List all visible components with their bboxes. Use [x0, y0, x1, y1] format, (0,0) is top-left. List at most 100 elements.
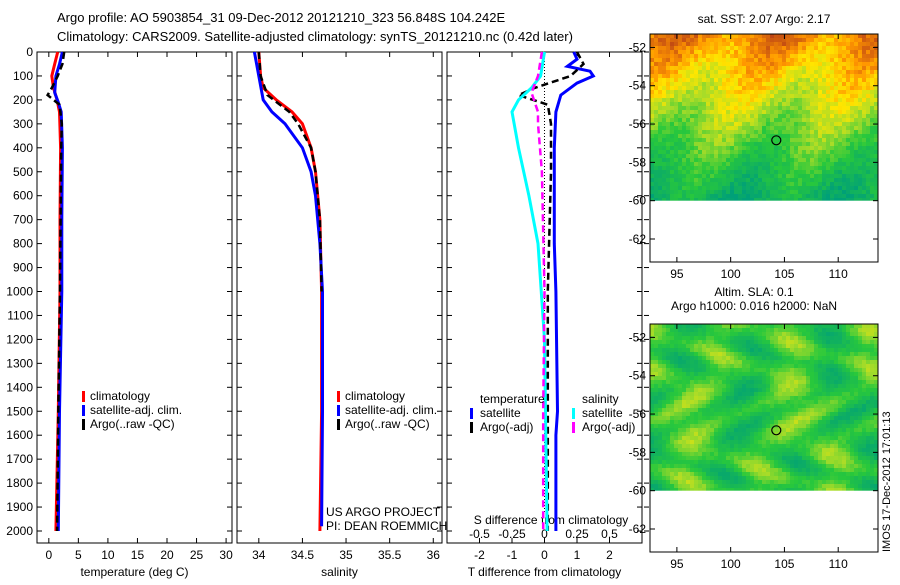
- map-cell: [766, 94, 770, 98]
- map-cell: [826, 102, 830, 106]
- map-cell: [874, 348, 878, 352]
- map-cell: [838, 368, 842, 372]
- depth-tick-label: 0: [26, 45, 33, 59]
- map-cell: [798, 340, 802, 344]
- map-cell: [794, 150, 798, 154]
- map-cell: [714, 324, 718, 328]
- map-cell: [690, 388, 694, 392]
- map-cell: [714, 476, 718, 480]
- map-cell: [706, 118, 710, 122]
- x-tick-label: 0: [541, 548, 548, 562]
- map-cell: [818, 94, 822, 98]
- map-cell: [774, 472, 778, 476]
- map-cell: [838, 122, 842, 126]
- map-cell: [662, 158, 666, 162]
- map-cell: [722, 190, 726, 194]
- map-cell: [798, 328, 802, 332]
- map-cell: [786, 340, 790, 344]
- map-cell: [826, 324, 830, 328]
- map-cell: [702, 46, 706, 50]
- map-cell: [750, 396, 754, 400]
- map-cell: [846, 178, 850, 182]
- map-cell: [862, 332, 866, 336]
- map-cell: [670, 420, 674, 424]
- map-cell: [806, 66, 810, 70]
- map-cell: [778, 166, 782, 170]
- map-cell: [722, 468, 726, 472]
- map-cell: [846, 182, 850, 186]
- map-cell: [802, 130, 806, 134]
- map-cell: [830, 456, 834, 460]
- map-cell: [774, 50, 778, 54]
- map-cell: [690, 118, 694, 122]
- map-cell: [794, 428, 798, 432]
- map-cell: [830, 110, 834, 114]
- map-cell: [854, 476, 858, 480]
- map-cell: [662, 142, 666, 146]
- map-cell: [786, 190, 790, 194]
- map-cell: [746, 90, 750, 94]
- map-cell: [714, 408, 718, 412]
- map-cell: [710, 368, 714, 372]
- map-cell: [694, 444, 698, 448]
- x-tick-label: 1: [574, 548, 581, 562]
- map-cell: [814, 404, 818, 408]
- map-cell: [738, 154, 742, 158]
- map-cell: [738, 336, 742, 340]
- map-cell: [770, 94, 774, 98]
- map-cell: [754, 324, 758, 328]
- map-cell: [850, 416, 854, 420]
- map-cell: [822, 380, 826, 384]
- map-cell: [822, 186, 826, 190]
- map-cell: [754, 122, 758, 126]
- map-cell: [698, 452, 702, 456]
- map-cell: [866, 412, 870, 416]
- map-cell: [810, 90, 814, 94]
- map-cell: [842, 170, 846, 174]
- map-cell: [806, 134, 810, 138]
- map-cell: [842, 66, 846, 70]
- map-cell: [682, 54, 686, 58]
- map-cell: [658, 178, 662, 182]
- map-cell: [782, 162, 786, 166]
- map-cell: [666, 400, 670, 404]
- map-cell: [686, 154, 690, 158]
- map-cell: [818, 46, 822, 50]
- map-cell: [806, 118, 810, 122]
- map-cell: [754, 336, 758, 340]
- map-cell: [746, 360, 750, 364]
- map-cell: [822, 114, 826, 118]
- map-cell: [802, 348, 806, 352]
- map-cell: [714, 186, 718, 190]
- map-cell: [666, 368, 670, 372]
- map-cell: [698, 62, 702, 66]
- map-cell: [770, 404, 774, 408]
- map-cell: [774, 356, 778, 360]
- map-cell: [722, 372, 726, 376]
- map-cell: [750, 62, 754, 66]
- map-cell: [794, 448, 798, 452]
- map-cell: [746, 182, 750, 186]
- map-cell: [742, 42, 746, 46]
- map-cell: [830, 66, 834, 70]
- map-cell: [862, 428, 866, 432]
- map-cell: [730, 102, 734, 106]
- map-cell: [682, 456, 686, 460]
- map-cell: [866, 98, 870, 102]
- map-cell: [830, 158, 834, 162]
- map-cell: [654, 146, 658, 150]
- map-cell: [766, 364, 770, 368]
- x-tick-label: 0: [45, 548, 52, 562]
- map-cell: [830, 348, 834, 352]
- map-cell: [722, 336, 726, 340]
- map-cell: [654, 54, 658, 58]
- map-cell: [826, 122, 830, 126]
- map-cell: [794, 66, 798, 70]
- map-cell: [726, 78, 730, 82]
- map-cell: [762, 456, 766, 460]
- map-cell: [666, 336, 670, 340]
- map-cell: [718, 170, 722, 174]
- map-cell: [794, 170, 798, 174]
- map-cell: [678, 480, 682, 484]
- map-cell: [786, 444, 790, 448]
